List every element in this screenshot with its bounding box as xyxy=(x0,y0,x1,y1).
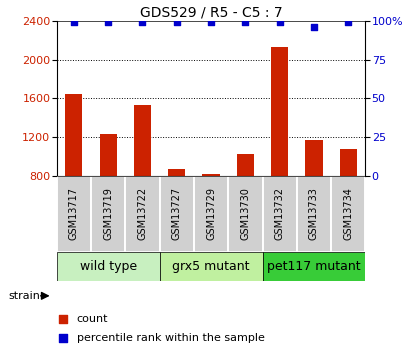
Text: grx5 mutant: grx5 mutant xyxy=(172,260,250,273)
Text: strain: strain xyxy=(8,291,40,301)
Text: GSM13734: GSM13734 xyxy=(343,187,353,240)
Bar xyxy=(168,169,185,176)
Point xyxy=(276,20,283,25)
Text: GSM13717: GSM13717 xyxy=(69,187,79,240)
Bar xyxy=(57,252,160,281)
Point xyxy=(139,20,146,25)
Bar xyxy=(262,176,297,252)
Point xyxy=(242,20,249,25)
Text: GSM13732: GSM13732 xyxy=(275,187,285,240)
Bar xyxy=(305,140,323,176)
Point xyxy=(345,20,352,25)
Text: GSM13729: GSM13729 xyxy=(206,187,216,240)
Bar xyxy=(100,134,117,176)
Bar xyxy=(134,105,151,176)
Text: GSM13722: GSM13722 xyxy=(137,187,147,240)
Title: GDS529 / R5 - C5 : 7: GDS529 / R5 - C5 : 7 xyxy=(140,6,282,20)
Text: percentile rank within the sample: percentile rank within the sample xyxy=(77,333,265,343)
Bar xyxy=(160,176,194,252)
Point xyxy=(71,20,77,25)
Point xyxy=(208,20,215,25)
Bar xyxy=(340,149,357,176)
Text: GSM13727: GSM13727 xyxy=(172,187,182,240)
Bar xyxy=(228,176,262,252)
Text: GSM13733: GSM13733 xyxy=(309,187,319,240)
Text: wild type: wild type xyxy=(79,260,137,273)
Bar xyxy=(160,252,262,281)
Point xyxy=(173,20,180,25)
Point xyxy=(310,24,318,30)
Point xyxy=(105,20,112,25)
Bar xyxy=(262,252,365,281)
Bar xyxy=(202,174,220,176)
Text: GSM13730: GSM13730 xyxy=(240,187,250,240)
Bar xyxy=(237,154,254,176)
Text: pet117 mutant: pet117 mutant xyxy=(267,260,361,273)
Text: GSM13719: GSM13719 xyxy=(103,187,113,240)
Bar xyxy=(57,176,91,252)
Bar xyxy=(125,176,160,252)
Bar xyxy=(297,176,331,252)
Bar xyxy=(194,176,228,252)
Bar xyxy=(271,47,288,176)
Point xyxy=(60,335,66,341)
Bar xyxy=(65,95,82,176)
Text: count: count xyxy=(77,314,108,324)
Bar xyxy=(91,176,125,252)
Point xyxy=(60,316,66,322)
Bar xyxy=(331,176,365,252)
